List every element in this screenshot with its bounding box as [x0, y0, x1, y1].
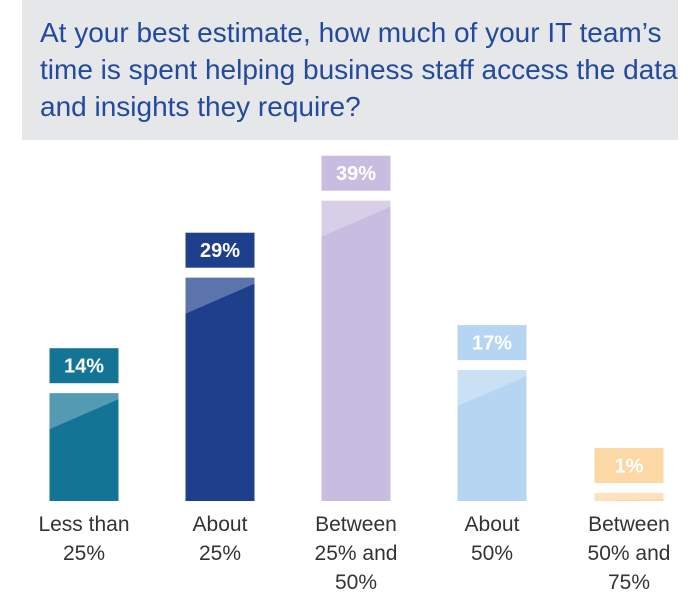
bar — [594, 493, 664, 501]
category-label: About 25% — [150, 510, 290, 568]
value-label-box — [185, 232, 255, 268]
bar-highlight — [457, 370, 527, 407]
category-label-line: 50% and — [587, 542, 671, 565]
category-label-line: 75% — [607, 571, 651, 594]
value-label: 14% — [64, 356, 104, 378]
bar-group: 14% — [49, 348, 119, 501]
category-label: Between 25% and 50% — [286, 510, 426, 597]
value-label-box — [49, 348, 119, 384]
category-label-line: 25% and — [314, 542, 398, 565]
bar — [49, 393, 119, 501]
category-label-line: Between — [588, 513, 670, 536]
bar-group: 17% — [457, 325, 527, 501]
chart-title: At your best estimate, how much of your … — [40, 17, 678, 122]
bar — [185, 277, 255, 501]
category-label-line: Between — [315, 513, 397, 536]
value-label-box — [594, 448, 664, 483]
bar-highlight — [49, 393, 119, 430]
bar-group: 29% — [185, 232, 255, 501]
bar-highlight — [185, 277, 255, 314]
title-panel: At your best estimate, how much of your … — [22, 0, 678, 140]
bar — [321, 200, 391, 501]
category-label-line: 25% — [198, 542, 242, 565]
bar — [457, 370, 527, 501]
category-label-line: 25% — [62, 542, 106, 565]
category-label-line: 50% — [334, 571, 378, 594]
category-label: Between 50% and 75% — [559, 510, 699, 597]
category-label: Less than 25% — [14, 510, 154, 568]
category-label-line: Less than — [38, 513, 130, 536]
category-label-line: About — [192, 513, 248, 536]
value-label-box — [321, 155, 391, 191]
category-label-line: 50% — [470, 542, 514, 565]
value-label-box — [457, 325, 527, 361]
value-label: 1% — [615, 456, 644, 478]
bar-group: 39% — [321, 155, 391, 501]
bar-highlight — [321, 200, 391, 237]
value-label: 39% — [336, 163, 376, 185]
value-label: 29% — [200, 240, 240, 262]
category-label: About 50% — [422, 510, 562, 568]
bar-group: 1% — [594, 448, 664, 501]
category-label-line: About — [464, 513, 520, 536]
bar-highlight — [594, 493, 664, 501]
value-label: 17% — [472, 333, 512, 355]
